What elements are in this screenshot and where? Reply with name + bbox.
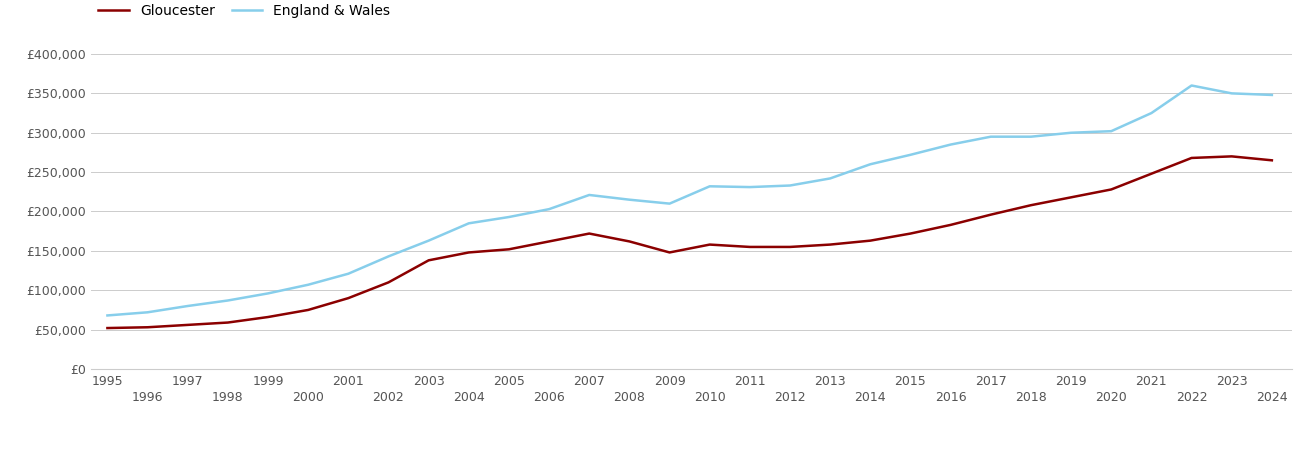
Legend: Gloucester, England & Wales: Gloucester, England & Wales [98,4,390,18]
